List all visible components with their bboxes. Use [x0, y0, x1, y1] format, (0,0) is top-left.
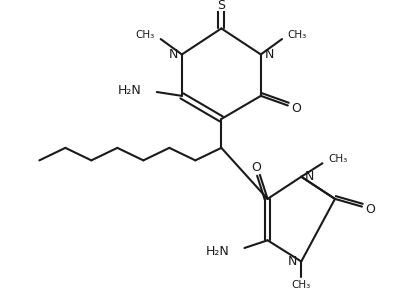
Text: N: N [305, 170, 315, 183]
Text: O: O [251, 160, 261, 174]
Text: N: N [288, 255, 297, 268]
Text: CH₃: CH₃ [136, 30, 155, 40]
Text: CH₃: CH₃ [328, 154, 348, 164]
Text: CH₃: CH₃ [292, 280, 311, 290]
Text: O: O [292, 102, 301, 115]
Text: H₂N: H₂N [118, 84, 142, 97]
Text: S: S [217, 0, 225, 12]
Text: N: N [169, 48, 178, 61]
Text: O: O [366, 203, 375, 216]
Text: N: N [265, 48, 274, 61]
Text: H₂N: H₂N [205, 245, 229, 258]
Text: CH₃: CH₃ [288, 30, 307, 40]
